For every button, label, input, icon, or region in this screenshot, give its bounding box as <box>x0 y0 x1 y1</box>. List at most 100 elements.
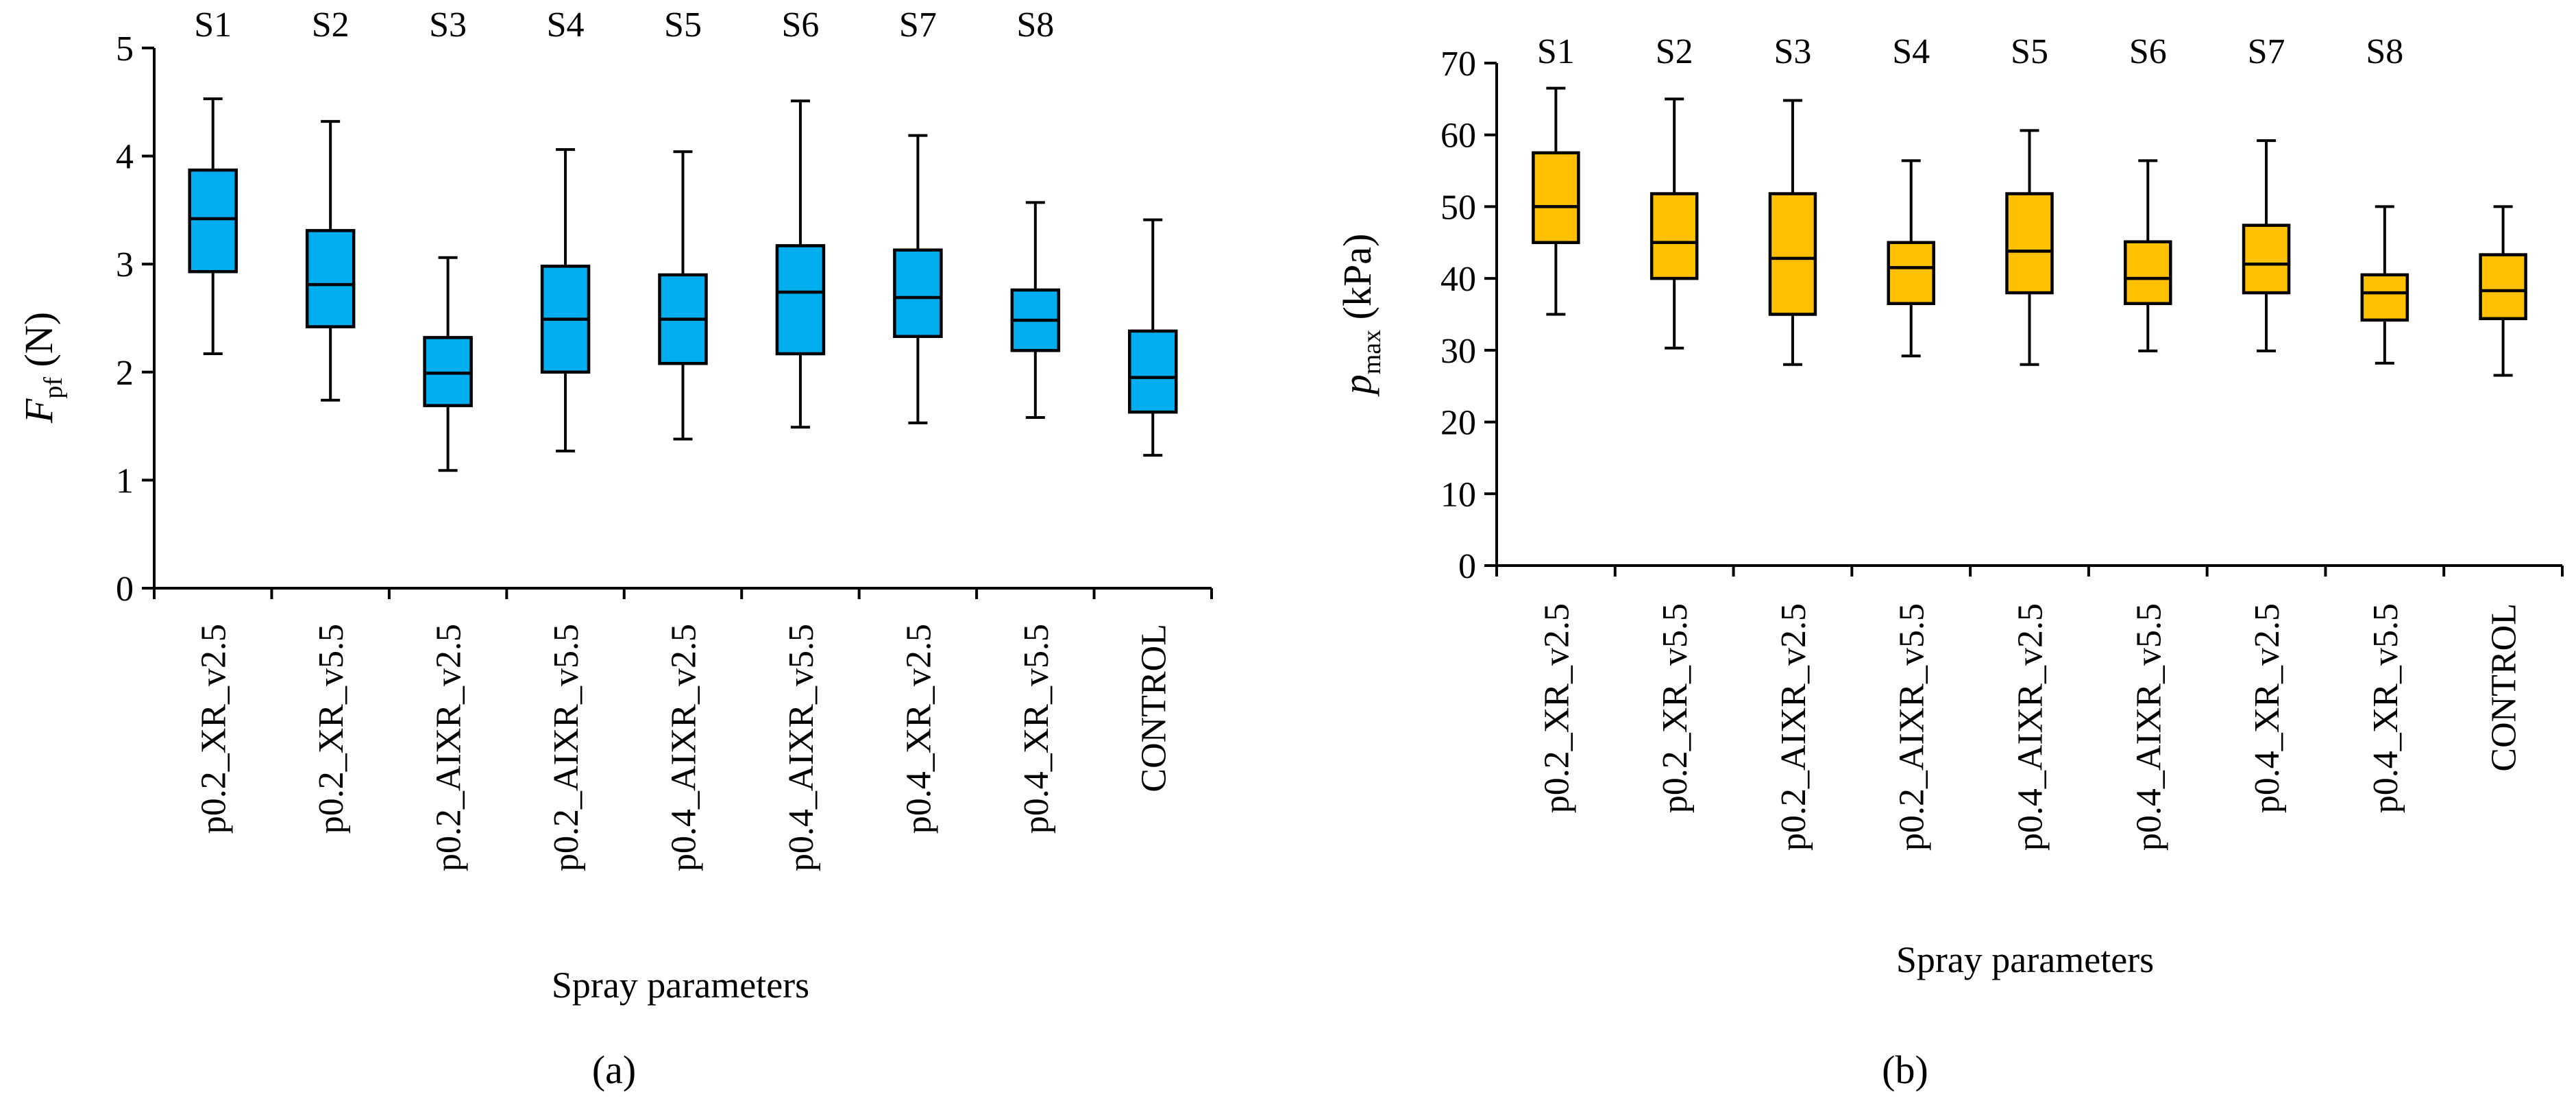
iqr-box <box>2479 253 2527 321</box>
category-label: p0.2_AIXR_v5.5 <box>1893 603 1932 851</box>
series-label: S6 <box>2129 32 2167 71</box>
category-label: p0.4_AIXR_v5.5 <box>782 624 821 871</box>
series-label: S3 <box>429 5 467 45</box>
series-label: S8 <box>1016 5 1054 45</box>
category-label: p0.4_XR_v2.5 <box>2248 603 2287 813</box>
box-5 <box>658 150 708 441</box>
box-8 <box>2360 205 2409 365</box>
box-1 <box>188 97 238 356</box>
category-label: p0.2_XR_v2.5 <box>1537 603 1576 813</box>
series-label: S7 <box>2248 32 2285 71</box>
iqr-box <box>305 229 356 328</box>
iqr-box <box>423 336 473 407</box>
panel-a-y-axis-label: Fpf (N) <box>16 312 68 424</box>
panel-b-y-axis-label: pmax (kPa) <box>1335 234 1386 398</box>
series-label: S5 <box>2011 32 2048 71</box>
iqr-box <box>1128 329 1178 414</box>
category-label: p0.4_XR_v2.5 <box>899 624 938 834</box>
box-1 <box>1532 86 1580 316</box>
series-label: S2 <box>1656 32 1693 71</box>
panel-b-series-labels: S1 S2 S3 S4 S5 S6 S7 S8 <box>1537 32 2403 71</box>
panel-b-x-ticks <box>1495 566 2564 577</box>
iqr-box <box>188 168 238 274</box>
y-tick-label: 2 <box>116 354 134 393</box>
box-6 <box>2124 159 2172 352</box>
panel-b-x-axis-label: Spray parameters <box>1896 939 2154 980</box>
iqr-box <box>893 248 943 339</box>
iqr-box <box>1532 151 1580 245</box>
category-label: p0.4_XR_v5.5 <box>2366 603 2405 813</box>
category-label: p0.2_AIXR_v2.5 <box>430 624 469 871</box>
box-6 <box>775 99 826 429</box>
y-tick-label: 60 <box>1440 117 1476 156</box>
panel-b-y-ticks: 0 10 20 30 40 50 60 70 <box>1440 45 1497 586</box>
series-label: S8 <box>2366 32 2403 71</box>
box-4 <box>1887 159 1935 358</box>
category-label: p0.2_XR_v5.5 <box>1656 603 1695 813</box>
series-label: S7 <box>899 5 937 45</box>
panel-a-series-labels: S1 S2 S3 S4 S5 S6 S7 S8 <box>194 5 1054 45</box>
box-5 <box>2005 129 2054 366</box>
iqr-box <box>1768 192 1817 316</box>
y-tick-label: 3 <box>116 245 134 284</box>
y-tick-label: 30 <box>1440 332 1476 371</box>
category-label: CONTROL <box>1134 624 1173 792</box>
iqr-box <box>2005 192 2054 295</box>
box-4 <box>540 148 591 452</box>
box-9 <box>2479 205 2527 377</box>
y-tick-label: 4 <box>116 138 134 177</box>
panel-a-label: (a) <box>592 1048 636 1092</box>
box-9 <box>1128 218 1178 457</box>
series-label: S3 <box>1774 32 1811 71</box>
iqr-box <box>2124 240 2172 306</box>
box-2 <box>305 120 356 402</box>
panel-b-boxes <box>1532 86 2527 377</box>
box-3 <box>423 256 473 472</box>
panel-b-category-labels: p0.2_XR_v2.5 p0.2_XR_v5.5 p0.2_AIXR_v2.5 p0… <box>1537 603 2523 851</box>
panel-a-category-labels: p0.2_XR_v2.5 p0.2_XR_v5.5 p0.2_AIXR_v2.5 p0… <box>195 624 1174 871</box>
series-label: S1 <box>194 5 232 45</box>
y-tick-label: 20 <box>1440 404 1476 443</box>
series-label: S5 <box>664 5 702 45</box>
series-label: S4 <box>1892 32 1930 71</box>
category-label: p0.4_AIXR_v2.5 <box>2011 603 2050 851</box>
y-tick-label: 5 <box>116 29 134 69</box>
box-7 <box>893 134 943 424</box>
iqr-box <box>1649 192 1699 280</box>
iqr-box <box>2242 223 2291 295</box>
y-tick-label: 1 <box>116 461 134 500</box>
series-label: S4 <box>547 5 585 45</box>
category-label: p0.2_XR_v5.5 <box>312 624 351 834</box>
box-8 <box>1010 201 1061 419</box>
box-7 <box>2242 139 2291 352</box>
series-label: S2 <box>312 5 349 45</box>
iqr-box <box>775 244 826 356</box>
y-tick-label: 70 <box>1440 45 1476 84</box>
category-label: p0.4_AIXR_v2.5 <box>665 624 704 871</box>
y-tick-label: 50 <box>1440 188 1476 227</box>
panel-a-x-ticks <box>153 588 1213 599</box>
iqr-box <box>1887 241 1935 306</box>
category-label: p0.4_AIXR_v5.5 <box>2129 603 2168 851</box>
y-tick-label: 40 <box>1440 260 1476 299</box>
category-label: p0.2_AIXR_v2.5 <box>1774 603 1813 851</box>
iqr-box <box>2360 273 2409 322</box>
box-2 <box>1649 97 1699 350</box>
panel-a-x-axis-label: Spray parameters <box>552 965 809 1006</box>
category-label: p0.2_XR_v2.5 <box>195 624 234 834</box>
category-label: p0.4_XR_v5.5 <box>1017 624 1056 834</box>
series-label: S1 <box>1537 32 1575 71</box>
box-3 <box>1768 99 1817 366</box>
y-tick-label: 10 <box>1440 475 1476 514</box>
y-tick-label: 0 <box>1458 547 1476 586</box>
y-tick-label: 0 <box>116 570 134 609</box>
panel-b: 0 10 20 30 40 50 60 70 S1 S2 S3 S4 S5 S6 S7 S8 p0.2_XR… <box>1335 32 2564 1092</box>
panel-b-label: (b) <box>1882 1048 1928 1092</box>
panel-a-y-ticks: 0 1 2 3 4 5 <box>116 29 154 609</box>
series-label: S6 <box>781 5 819 45</box>
category-label: p0.2_AIXR_v5.5 <box>547 624 586 871</box>
panel-a-boxes <box>188 97 1178 472</box>
category-label: CONTROL <box>2485 603 2524 772</box>
